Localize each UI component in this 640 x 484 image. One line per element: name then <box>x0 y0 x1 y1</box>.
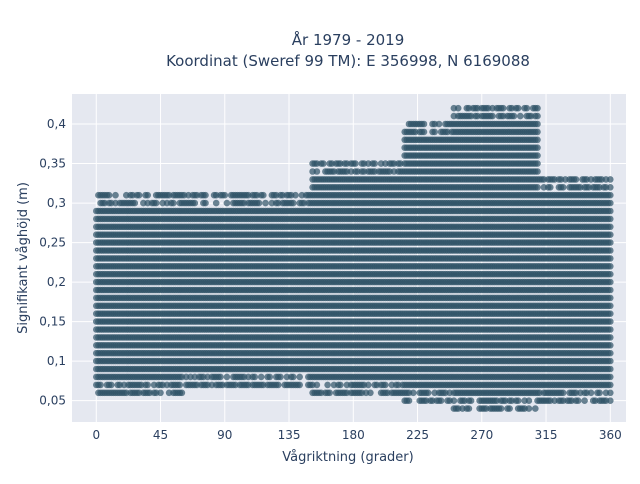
data-point <box>451 397 458 404</box>
data-point <box>170 200 177 207</box>
data-point <box>314 382 321 389</box>
data-point <box>466 405 473 412</box>
data-point <box>290 374 297 381</box>
data-point <box>224 200 231 207</box>
data-point <box>202 192 209 199</box>
data-point <box>144 192 151 199</box>
data-point <box>179 390 186 397</box>
data-point <box>260 192 267 199</box>
data-point <box>224 374 231 381</box>
data-point <box>314 168 321 175</box>
data-point <box>262 200 269 207</box>
data-point <box>222 192 229 199</box>
data-point <box>213 200 220 207</box>
data-point <box>320 160 327 167</box>
data-point <box>455 105 462 112</box>
data-point <box>144 382 151 389</box>
data-point <box>217 374 224 381</box>
data-point <box>410 390 417 397</box>
data-point <box>292 192 299 199</box>
data-point <box>421 129 428 136</box>
data-point <box>431 129 438 136</box>
data-point <box>132 200 139 207</box>
data-point <box>108 382 115 389</box>
data-point <box>326 390 333 397</box>
data-point <box>296 374 303 381</box>
data-point <box>202 200 209 207</box>
data-point <box>157 390 164 397</box>
data-point <box>436 121 443 128</box>
data-point <box>324 382 331 389</box>
data-point <box>275 382 282 389</box>
data-point <box>367 390 374 397</box>
data-point <box>352 160 359 167</box>
data-point <box>277 374 284 381</box>
data-point <box>97 382 104 389</box>
data-point <box>112 192 119 199</box>
data-point <box>252 374 259 381</box>
data-point <box>382 382 389 389</box>
data-point <box>153 200 160 207</box>
data-point <box>256 200 263 207</box>
data-point <box>267 374 274 381</box>
data-point <box>337 382 344 389</box>
data-point <box>421 121 428 128</box>
data-point <box>296 382 303 389</box>
data-point <box>258 374 265 381</box>
data-point <box>468 397 475 404</box>
data-point <box>290 200 297 207</box>
data-point <box>136 192 143 199</box>
data-point <box>365 382 372 389</box>
data-point <box>406 397 413 404</box>
data-point <box>192 200 199 207</box>
data-point <box>438 397 445 404</box>
data-point <box>371 160 378 167</box>
data-point <box>425 390 432 397</box>
data-point <box>106 192 113 199</box>
data-point <box>177 382 184 389</box>
